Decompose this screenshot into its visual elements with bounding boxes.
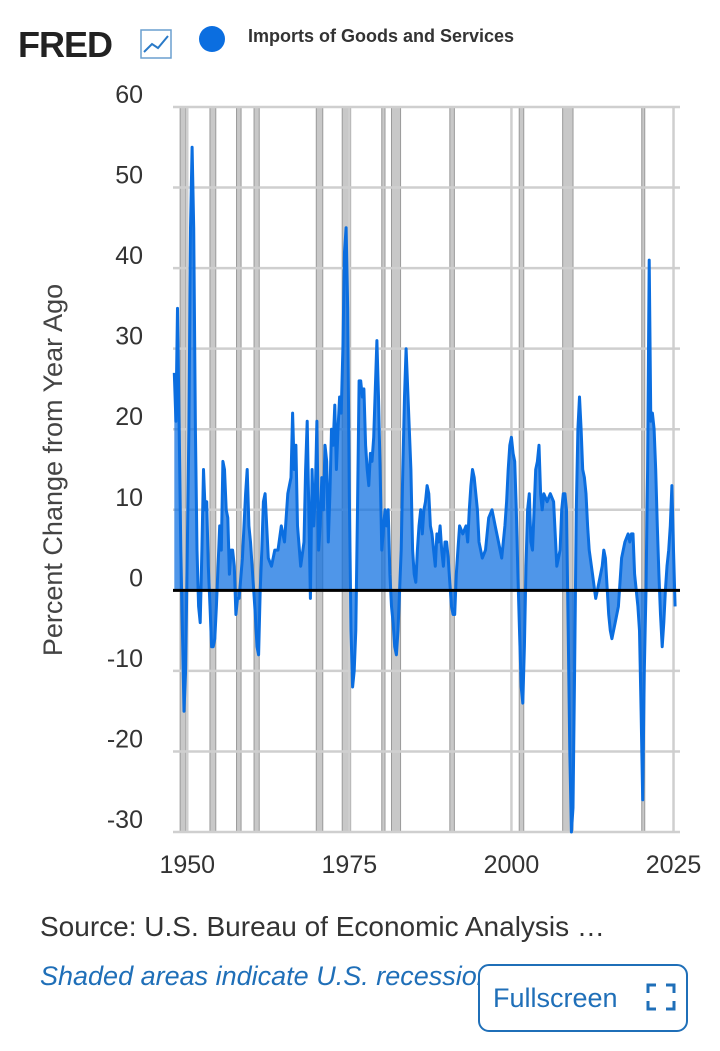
button-label[interactable]: Fullscreen	[493, 983, 618, 1013]
recession-band	[236, 106, 242, 833]
recession-band	[518, 106, 525, 833]
legend-swatch	[199, 26, 225, 52]
y-tick-label: 60	[115, 81, 143, 109]
recession-band	[390, 106, 402, 833]
x-tick-label: 2025	[646, 851, 702, 879]
source: Source: U.S. Bureau of Economic Analysis…	[40, 911, 605, 942]
recession-note: Shaded areas indicate U.S. recessions	[40, 961, 505, 991]
x-tick-label: 2000	[484, 851, 540, 879]
x-tick-label: 1950	[159, 851, 215, 879]
y-tick-label: 40	[115, 242, 143, 270]
plot-area	[173, 107, 680, 832]
recession-band	[209, 106, 217, 833]
y-tick-label: -10	[107, 645, 143, 673]
y-axis-label: Percent Change from Year Ago	[38, 284, 68, 656]
fullscreen-button[interactable]: Fullscreen	[478, 964, 688, 1032]
y-tick-label: 0	[129, 564, 143, 592]
plot: -30 -20 -10 0 10 20 30 40 50 60 1950 1975 2000 2025	[107, 81, 701, 879]
logo: FRED	[18, 24, 112, 65]
y-tick-label: 30	[115, 323, 143, 351]
series-line	[172, 145, 677, 834]
y-tick-label: 50	[115, 162, 143, 190]
y-tick-label: 20	[115, 403, 143, 431]
recession-band	[381, 106, 386, 833]
logo-icon	[140, 29, 172, 59]
recession-band	[253, 106, 260, 833]
y-tick-label: -20	[107, 725, 143, 753]
legend-label: Imports of Goods and Services	[248, 26, 514, 46]
y-tick-label: 10	[115, 484, 143, 512]
y-tick-label: -30	[107, 806, 143, 834]
x-tick-label: 1975	[322, 851, 378, 879]
recession-band	[449, 106, 455, 833]
